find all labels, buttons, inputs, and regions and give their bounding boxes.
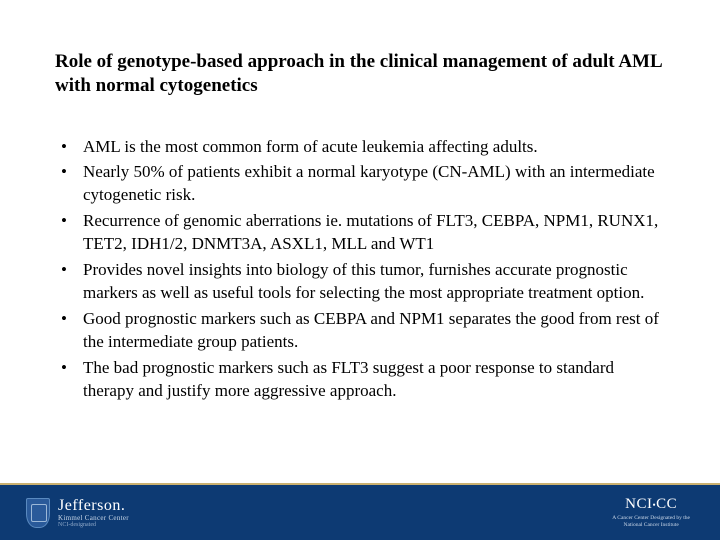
list-item: AML is the most common form of acute leu… bbox=[55, 136, 665, 159]
jefferson-text: Jefferson. Kimmel Cancer Center NCI-desi… bbox=[58, 497, 129, 528]
nci-main: NCI•CC bbox=[625, 496, 677, 513]
jefferson-main: Jefferson. bbox=[58, 497, 129, 515]
list-item: Good prognostic markers such as CEBPA an… bbox=[55, 308, 665, 354]
list-item: Nearly 50% of patients exhibit a normal … bbox=[55, 161, 665, 207]
jefferson-sub2: NCI-designated bbox=[58, 522, 129, 528]
jefferson-sub1: Kimmel Cancer Center bbox=[58, 514, 129, 522]
list-item: Provides novel insights into biology of … bbox=[55, 259, 665, 305]
nci-sub2: National Cancer Institute bbox=[623, 522, 678, 528]
shield-icon bbox=[26, 498, 50, 528]
nci-logo: NCI•CC A Cancer Center Designated by the… bbox=[612, 496, 690, 528]
slide-container: Role of genotype-based approach in the c… bbox=[0, 0, 720, 540]
slide-title: Role of genotype-based approach in the c… bbox=[55, 50, 665, 98]
jefferson-logo: Jefferson. Kimmel Cancer Center NCI-desi… bbox=[26, 497, 129, 528]
list-item: Recurrence of genomic aberrations ie. mu… bbox=[55, 210, 665, 256]
nci-post: CC bbox=[656, 496, 677, 512]
list-item: The bad prognostic markers such as FLT3 … bbox=[55, 357, 665, 403]
nci-pre: NCI bbox=[625, 496, 652, 512]
bullet-list: AML is the most common form of acute leu… bbox=[55, 136, 665, 403]
nci-sub1: A Cancer Center Designated by the bbox=[612, 515, 690, 521]
footer-bar: Jefferson. Kimmel Cancer Center NCI-desi… bbox=[0, 485, 720, 540]
nci-sub: A Cancer Center Designated by the Nation… bbox=[612, 515, 690, 528]
